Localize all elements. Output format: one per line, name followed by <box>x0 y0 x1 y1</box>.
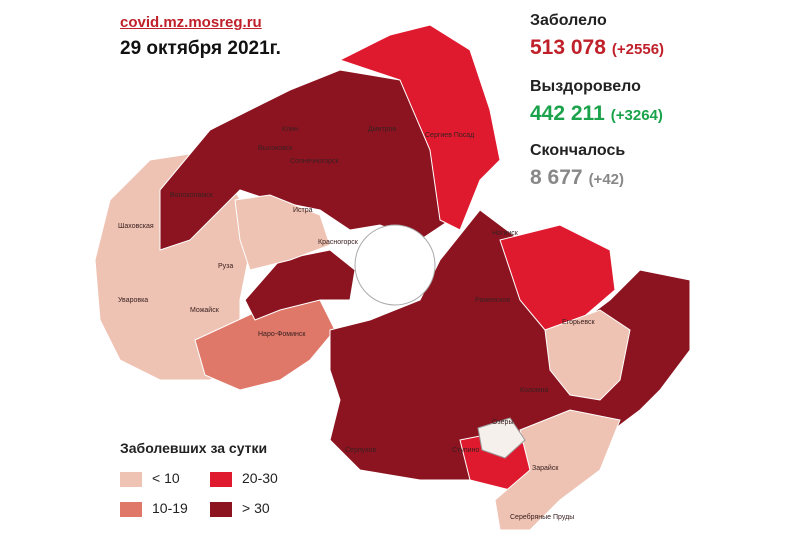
stat-delta: (+2556) <box>611 41 665 58</box>
district <box>494 409 621 531</box>
stat-label: Заболело <box>530 12 607 29</box>
source-link: covid.mz.mosreg.ru <box>120 14 262 31</box>
legend-item: > 30 <box>210 500 270 517</box>
stat-label: Скончалось <box>530 142 626 159</box>
moscow <box>354 224 436 306</box>
region-label: Шаховская <box>118 223 154 230</box>
region-label: Раменское <box>475 297 510 304</box>
region-label: Ногинск <box>492 230 519 237</box>
stat-value: 442 211 (+3264) <box>530 102 663 126</box>
legend-label: 20-30 <box>242 470 278 486</box>
district <box>477 417 526 459</box>
region-label: Уваровка <box>118 297 148 304</box>
legend-title: Заболевших за сутки <box>120 440 268 456</box>
stat-delta: (+42) <box>588 171 624 188</box>
region-label: Зарайск <box>532 464 559 472</box>
region-label: Наро-Фоминск <box>258 331 306 338</box>
region-label: Сергиев Посад <box>425 132 474 139</box>
stat-delta: (+3264) <box>610 107 663 124</box>
legend-swatch <box>210 501 232 517</box>
stat-label: Выздоровело <box>530 78 641 95</box>
stat-number: 8 677 <box>530 166 583 189</box>
region-label: Озёры <box>492 419 513 426</box>
stat-value: 8 677 (+42) <box>530 166 624 190</box>
legend-item: < 10 <box>120 470 180 487</box>
legend-label: 10-19 <box>152 500 188 516</box>
district <box>499 224 616 331</box>
stat-value: 513 078 (+2556) <box>530 36 664 60</box>
legend-swatch <box>210 471 232 487</box>
district <box>338 24 501 231</box>
district <box>544 309 631 401</box>
region-label: Коломна <box>520 387 549 394</box>
region-label: Высоковск <box>258 145 293 152</box>
region-label: Клин <box>282 126 298 133</box>
region-label: Можайск <box>190 306 220 314</box>
district <box>329 209 691 481</box>
legend-item: 10-19 <box>120 500 188 517</box>
region-label: Волоколамск <box>170 192 214 199</box>
region-label: Солнечногорск <box>290 158 339 165</box>
region-label: Руза <box>218 263 233 270</box>
region-label: Ступино <box>452 447 479 454</box>
district <box>234 194 331 271</box>
legend-swatch <box>120 471 142 487</box>
legend-swatch <box>120 501 142 517</box>
region-label: Красногорск <box>318 239 359 246</box>
stat-number: 442 211 <box>530 102 605 125</box>
region-label: Серебряные Пруды <box>510 513 574 521</box>
region-label: Егорьевск <box>562 319 596 326</box>
legend-label: < 10 <box>152 470 180 486</box>
region-label: Дмитров <box>368 126 396 133</box>
legend-item: 20-30 <box>210 470 278 487</box>
region-label: Истра <box>293 207 313 214</box>
region-label: Серпухов <box>345 447 376 454</box>
stat-number: 513 078 <box>530 36 606 59</box>
legend-label: > 30 <box>242 500 270 516</box>
date: 29 октября 2021г. <box>120 38 281 59</box>
